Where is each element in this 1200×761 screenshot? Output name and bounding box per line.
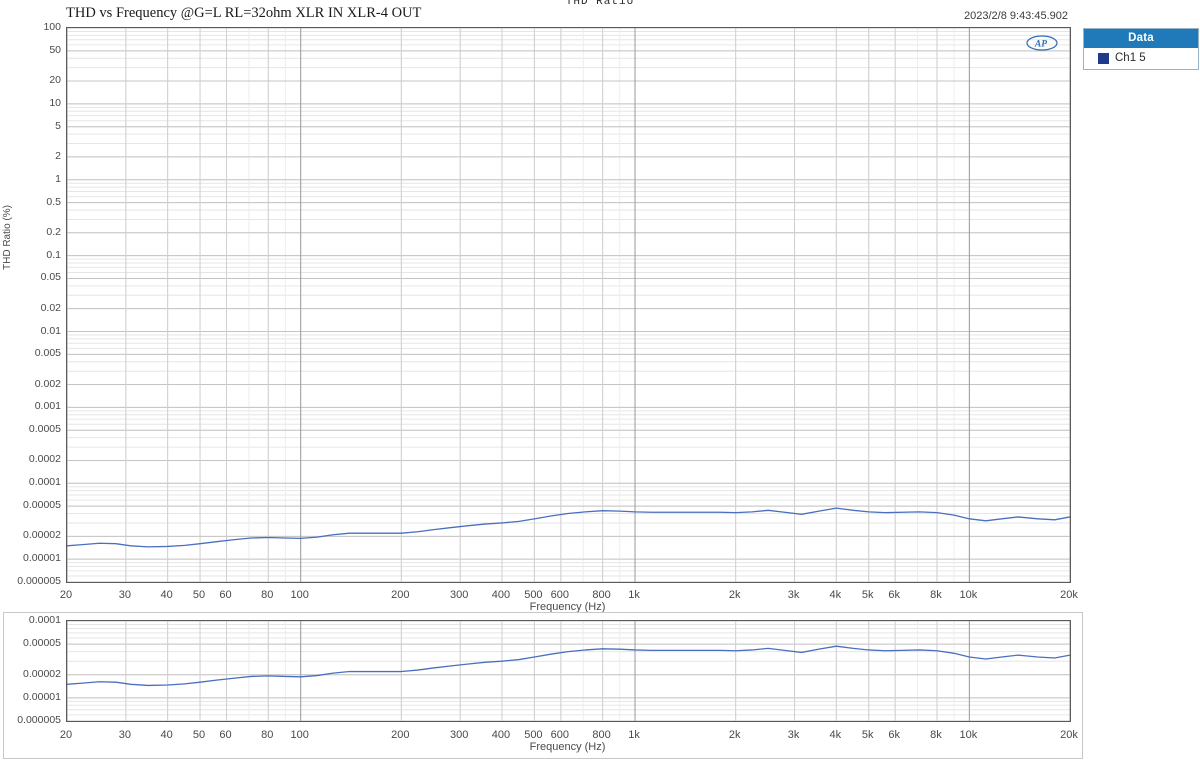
- lower-plot-area[interactable]: [66, 620, 1071, 722]
- y-axis-tick-label: 100: [43, 21, 61, 33]
- y-axis-tick-label: 5: [55, 119, 61, 132]
- x-axis-tick-label: 10k: [959, 729, 978, 741]
- measurement-timestamp: 2023/2/8 9:43:45.902: [964, 10, 1068, 22]
- x-axis-tick-label: 400: [491, 729, 511, 741]
- x-axis-tick-label: 100: [290, 589, 309, 601]
- x-axis-tick-label: 5k: [861, 589, 874, 601]
- y-axis-tick-label: 0.05: [40, 271, 61, 284]
- legend-entry[interactable]: Ch1 5: [1084, 52, 1198, 64]
- y-axis-tick-label: 0.00005: [23, 637, 61, 650]
- x-axis-tick-label: 20k: [1060, 729, 1078, 741]
- main-plot-gridlines: [67, 28, 1070, 582]
- y-axis-tick-label: 0.005: [34, 347, 61, 360]
- x-axis-tick-label: 4k: [829, 729, 842, 741]
- y-axis-tick-label: 0.1: [46, 248, 61, 261]
- x-axis-tick-label: 300: [450, 729, 469, 741]
- x-axis-tick-label: 3k: [787, 589, 800, 601]
- panel-caption: THD Ratio: [565, 0, 635, 8]
- audio-precision-logo: AP: [1026, 35, 1058, 51]
- x-axis-tick-label: 5k: [861, 729, 874, 741]
- thd-curve-lower: [67, 645, 1070, 687]
- x-axis-tick-label: 400: [491, 589, 511, 601]
- x-axis-tick-label: 6k: [888, 729, 900, 741]
- x-axis-tick-label: 600: [550, 589, 570, 601]
- y-axis-tick-label: 0.0001: [28, 614, 61, 626]
- x-axis-tick-label: 80: [261, 729, 274, 741]
- thd-curve-main: [67, 507, 1070, 548]
- y-axis-tick-label: 10: [49, 96, 61, 109]
- y-axis-tick-label: 0.02: [40, 301, 61, 314]
- svg-text:AP: AP: [1034, 40, 1047, 50]
- x-axis-tick-label: 20k: [1060, 589, 1078, 601]
- lower-panel-outline: [3, 612, 1083, 759]
- x-axis-tick-label: 3k: [787, 729, 800, 741]
- y-axis-tick-label: 0.0001: [28, 476, 61, 489]
- y-axis-tick-label: 1: [55, 172, 61, 185]
- y-axis-tick-label: 0.002: [34, 377, 61, 390]
- y-axis-tick-label: 0.00005: [23, 499, 61, 512]
- x-axis-tick-label: 40: [160, 729, 173, 741]
- x-axis-tick-label: 2k: [728, 589, 741, 601]
- x-axis-tick-label: 60: [219, 589, 232, 601]
- x-axis-tick-label: 1k: [628, 589, 640, 601]
- x-axis-tick-label: 600: [550, 729, 570, 741]
- y-axis-tick-label: 0.2: [46, 225, 61, 238]
- main-y-axis-title: THD Ratio (%): [2, 204, 13, 270]
- x-axis-tick-label: 6k: [888, 589, 900, 601]
- x-axis-tick-label: 20: [59, 729, 73, 741]
- x-axis-tick-label: 10k: [959, 589, 978, 601]
- x-axis-tick-label: 8k: [930, 729, 942, 741]
- x-axis-tick-label: 60: [219, 729, 232, 741]
- legend-entries: Ch1 5: [1084, 48, 1198, 69]
- lower-plot-gridlines: [67, 621, 1070, 721]
- x-axis-tick-label: 800: [592, 729, 611, 741]
- legend-panel[interactable]: Data Ch1 5: [1083, 28, 1199, 70]
- main-plot-area[interactable]: [66, 27, 1071, 583]
- x-axis-tick-label: 300: [450, 589, 469, 601]
- main-x-axis-title: Frequency (Hz): [529, 601, 606, 613]
- x-axis-tick-label: 800: [592, 589, 611, 601]
- x-axis-tick-label: 200: [391, 589, 410, 601]
- x-axis-tick-label: 80: [261, 589, 274, 601]
- y-axis-tick-label: 0.00001: [23, 552, 61, 565]
- x-axis-tick-label: 2k: [728, 729, 741, 741]
- y-axis-tick-label: 0.01: [40, 324, 61, 337]
- lower-x-axis-title: Frequency (Hz): [529, 741, 606, 753]
- y-axis-tick-label: 0.5: [46, 195, 61, 208]
- x-axis-tick-label: 1k: [628, 729, 640, 741]
- y-axis-tick-label: 0.001: [34, 400, 61, 413]
- x-axis-tick-label: 200: [391, 729, 410, 741]
- x-axis-tick-label: 50: [192, 589, 206, 601]
- y-axis-tick-label: 50: [49, 43, 61, 56]
- y-axis-tick-label: 0.00001: [23, 690, 61, 703]
- legend-header: Data: [1084, 29, 1198, 48]
- y-axis-tick-label: 0.000005: [17, 575, 61, 587]
- x-axis-tick-label: 4k: [829, 589, 842, 601]
- y-axis-tick-label: 20: [49, 74, 61, 87]
- y-axis-tick-label: 0.000005: [17, 714, 61, 726]
- x-axis-tick-label: 500: [524, 729, 543, 741]
- y-axis-tick-label: 0.0005: [28, 423, 61, 436]
- x-axis-tick-label: 100: [290, 729, 309, 741]
- x-axis-tick-label: 30: [118, 729, 131, 741]
- x-axis-tick-label: 500: [524, 589, 543, 601]
- x-axis-tick-label: 20: [59, 589, 73, 601]
- y-axis-tick-label: 2: [55, 149, 61, 162]
- x-axis-tick-label: 8k: [930, 589, 942, 601]
- legend-color-swatch: [1098, 52, 1109, 64]
- x-axis-tick-label: 50: [192, 729, 206, 741]
- legend-entry-label: Ch1 5: [1115, 52, 1146, 64]
- x-axis-tick-label: 30: [118, 589, 131, 601]
- y-axis-tick-label: 0.00002: [23, 529, 61, 542]
- y-axis-tick-label: 0.00002: [23, 667, 61, 680]
- x-axis-tick-label: 40: [160, 589, 173, 601]
- y-axis-tick-label: 0.0002: [28, 453, 61, 466]
- chart-title: THD vs Frequency @G=L RL=32ohm XLR IN XL…: [66, 5, 422, 21]
